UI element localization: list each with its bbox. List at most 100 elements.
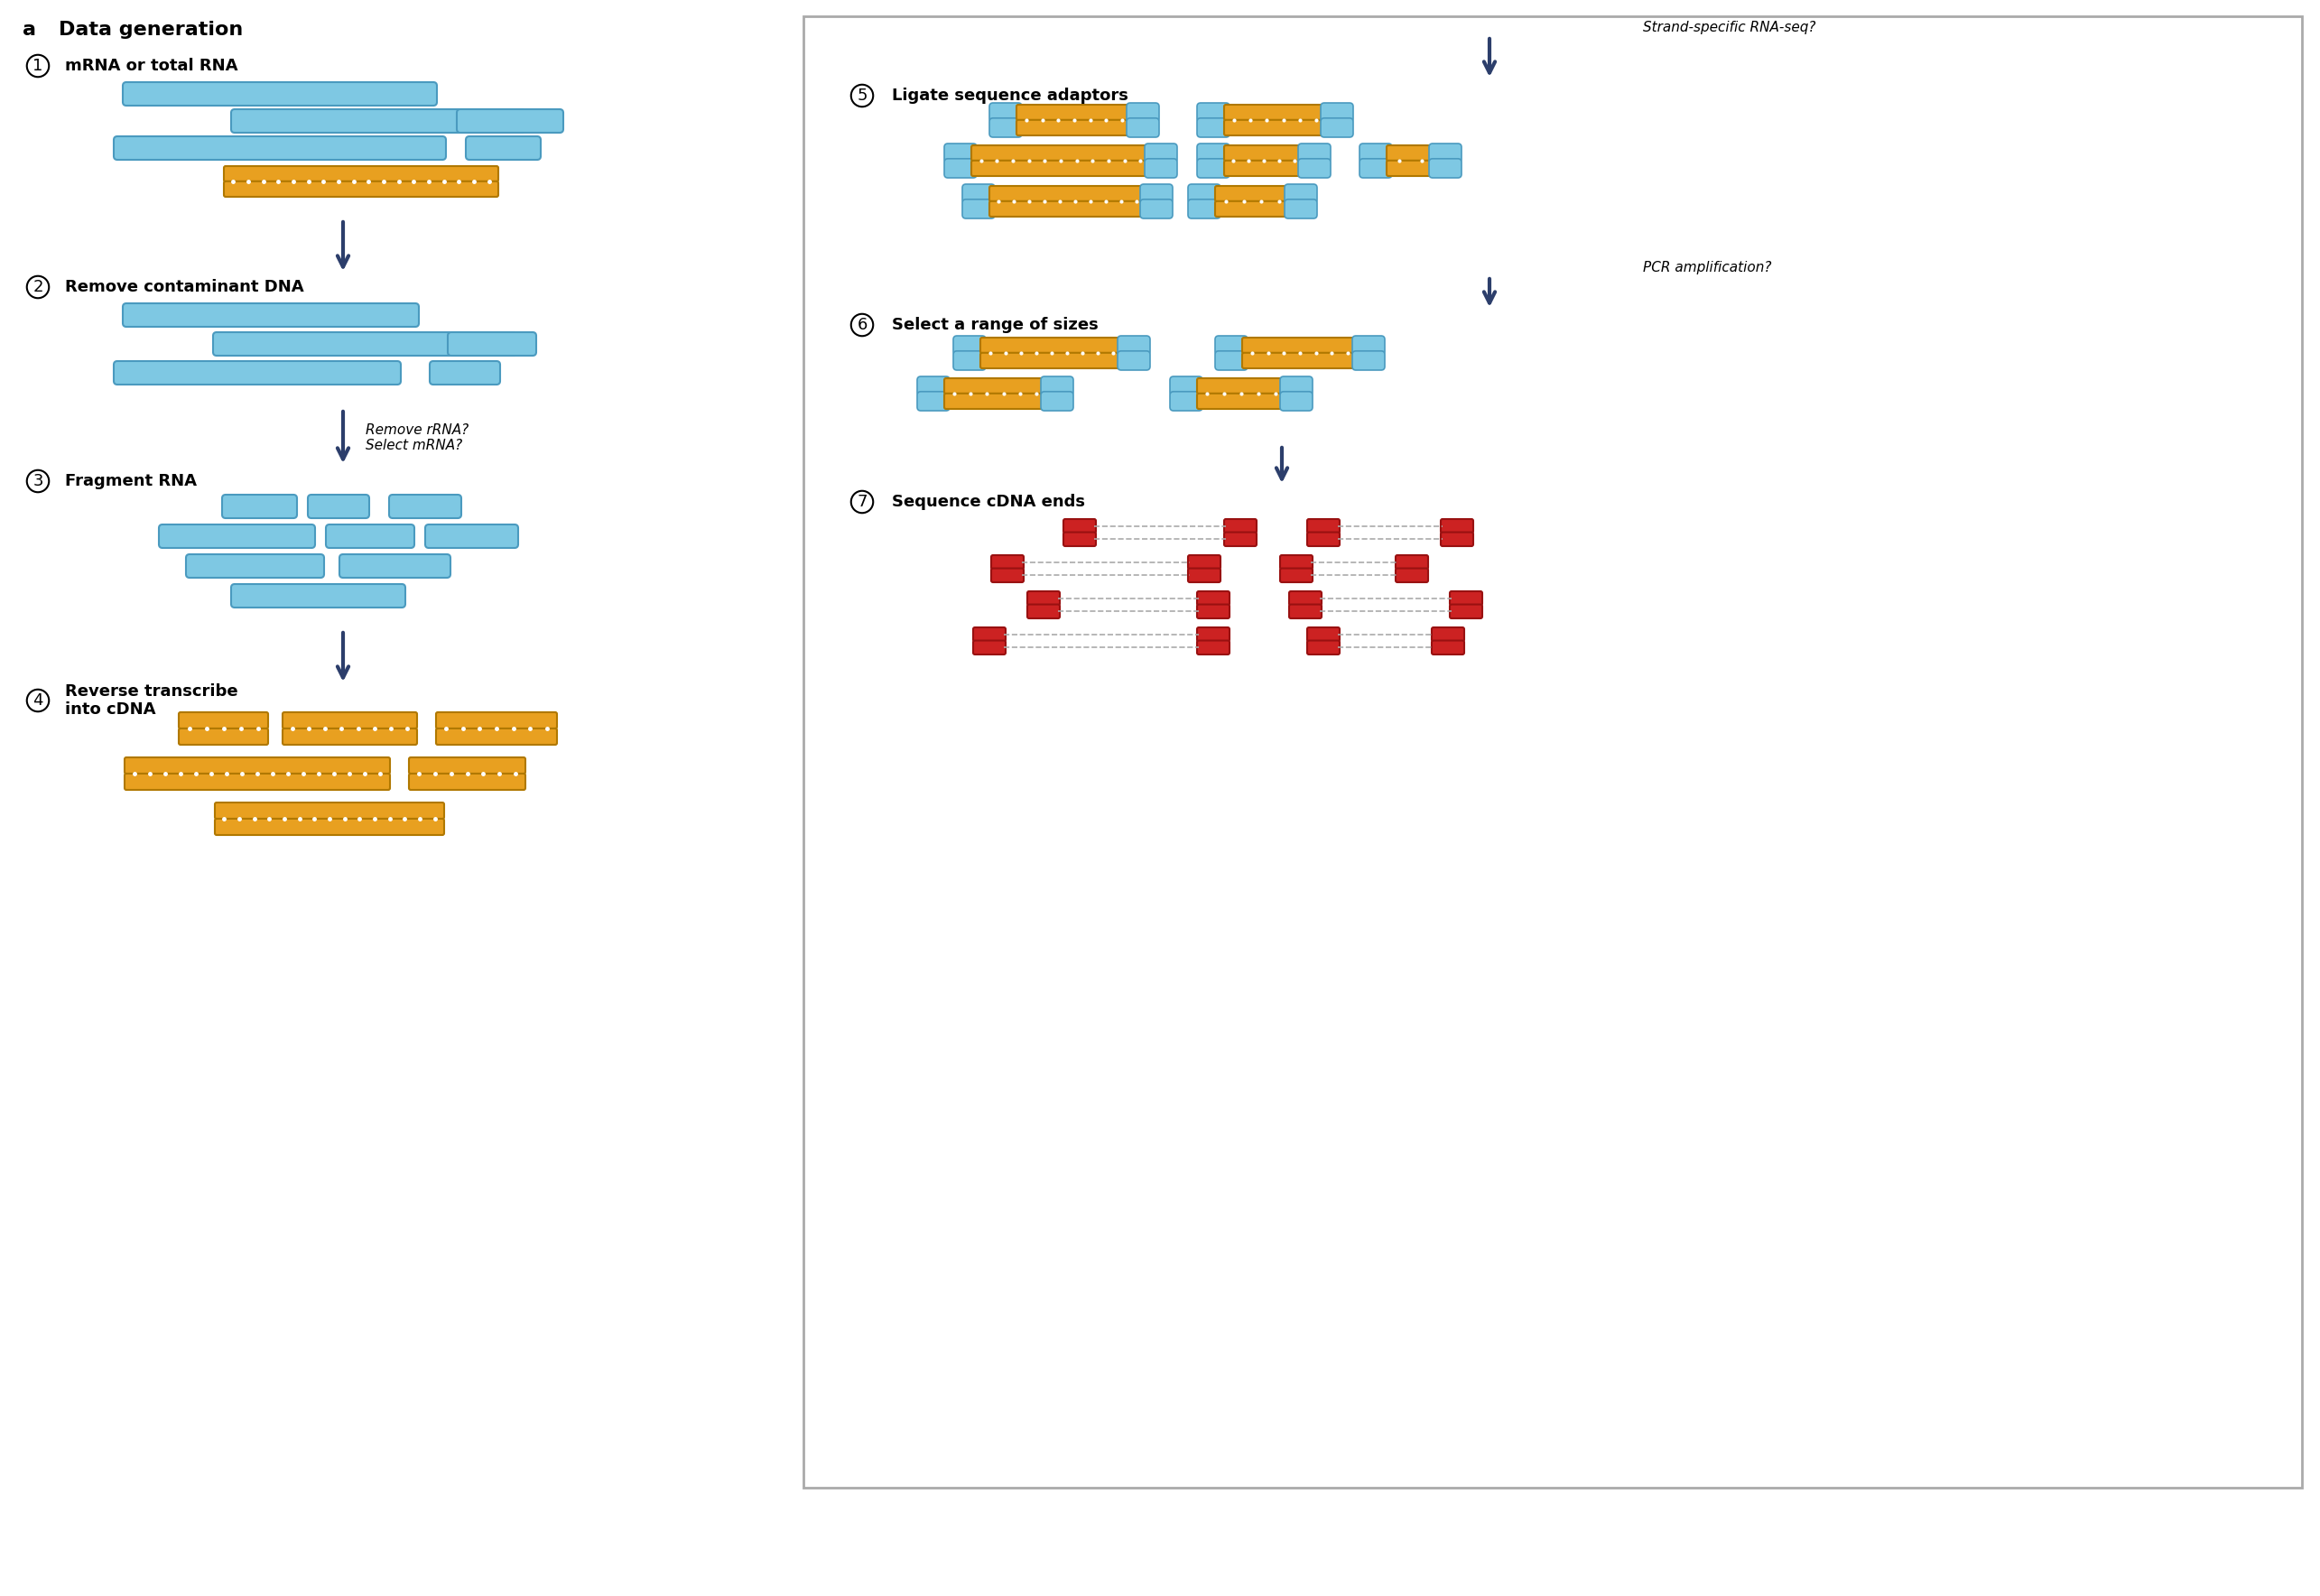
- Text: Reverse transcribe
into cDNA: Reverse transcribe into cDNA: [65, 683, 239, 718]
- FancyBboxPatch shape: [944, 393, 1046, 409]
- FancyBboxPatch shape: [158, 525, 316, 547]
- FancyBboxPatch shape: [1360, 158, 1392, 177]
- FancyBboxPatch shape: [114, 361, 401, 385]
- FancyBboxPatch shape: [1290, 591, 1322, 605]
- FancyBboxPatch shape: [1197, 627, 1230, 642]
- FancyBboxPatch shape: [223, 166, 499, 182]
- Text: Strand-specific RNA-seq?: Strand-specific RNA-seq?: [1643, 21, 1817, 34]
- FancyBboxPatch shape: [123, 81, 436, 105]
- FancyBboxPatch shape: [972, 627, 1005, 642]
- FancyBboxPatch shape: [1225, 105, 1327, 120]
- FancyBboxPatch shape: [988, 118, 1021, 137]
- FancyBboxPatch shape: [1188, 184, 1220, 203]
- FancyBboxPatch shape: [954, 351, 986, 370]
- FancyBboxPatch shape: [1197, 605, 1230, 618]
- FancyBboxPatch shape: [1299, 144, 1332, 163]
- FancyBboxPatch shape: [1016, 105, 1132, 120]
- FancyBboxPatch shape: [1281, 391, 1313, 410]
- FancyBboxPatch shape: [1281, 568, 1313, 583]
- FancyBboxPatch shape: [916, 377, 949, 396]
- Text: Data generation: Data generation: [58, 21, 244, 38]
- FancyBboxPatch shape: [972, 145, 1151, 161]
- FancyBboxPatch shape: [1028, 605, 1060, 618]
- Bar: [803, 16, 2301, 1487]
- FancyBboxPatch shape: [125, 774, 390, 790]
- FancyBboxPatch shape: [1241, 338, 1357, 353]
- FancyBboxPatch shape: [1397, 555, 1429, 570]
- FancyBboxPatch shape: [1431, 627, 1464, 642]
- FancyBboxPatch shape: [179, 712, 269, 728]
- FancyBboxPatch shape: [216, 803, 443, 819]
- FancyBboxPatch shape: [1429, 158, 1462, 177]
- FancyBboxPatch shape: [1431, 640, 1464, 654]
- FancyBboxPatch shape: [186, 554, 325, 578]
- FancyBboxPatch shape: [1144, 144, 1176, 163]
- FancyBboxPatch shape: [457, 109, 564, 132]
- FancyBboxPatch shape: [1197, 118, 1230, 137]
- FancyBboxPatch shape: [1128, 102, 1160, 121]
- FancyBboxPatch shape: [123, 303, 420, 327]
- FancyBboxPatch shape: [988, 102, 1021, 121]
- FancyBboxPatch shape: [1197, 393, 1285, 409]
- FancyBboxPatch shape: [954, 335, 986, 354]
- FancyBboxPatch shape: [1450, 591, 1482, 605]
- FancyBboxPatch shape: [991, 568, 1023, 583]
- FancyBboxPatch shape: [283, 728, 418, 745]
- Text: Remove rRNA?
Select mRNA?: Remove rRNA? Select mRNA?: [367, 423, 469, 452]
- FancyBboxPatch shape: [1299, 158, 1332, 177]
- FancyBboxPatch shape: [1197, 378, 1285, 394]
- FancyBboxPatch shape: [1216, 187, 1290, 201]
- FancyBboxPatch shape: [309, 495, 369, 519]
- FancyBboxPatch shape: [1028, 591, 1060, 605]
- FancyBboxPatch shape: [1139, 200, 1172, 219]
- FancyBboxPatch shape: [944, 158, 977, 177]
- FancyBboxPatch shape: [1169, 377, 1202, 396]
- Text: Remove contaminant DNA: Remove contaminant DNA: [65, 279, 304, 295]
- FancyBboxPatch shape: [114, 136, 445, 160]
- FancyBboxPatch shape: [1320, 118, 1353, 137]
- FancyBboxPatch shape: [1128, 118, 1160, 137]
- FancyBboxPatch shape: [1290, 605, 1322, 618]
- Text: 3: 3: [32, 472, 44, 490]
- FancyBboxPatch shape: [216, 819, 443, 835]
- Text: 7: 7: [856, 493, 868, 511]
- FancyBboxPatch shape: [325, 525, 415, 547]
- FancyBboxPatch shape: [466, 136, 541, 160]
- FancyBboxPatch shape: [1225, 519, 1257, 533]
- FancyBboxPatch shape: [1225, 531, 1257, 546]
- FancyBboxPatch shape: [916, 391, 949, 410]
- Text: Select a range of sizes: Select a range of sizes: [891, 318, 1097, 334]
- FancyBboxPatch shape: [408, 758, 524, 774]
- FancyBboxPatch shape: [1144, 158, 1176, 177]
- FancyBboxPatch shape: [1042, 391, 1074, 410]
- Text: 2: 2: [32, 279, 44, 295]
- FancyBboxPatch shape: [429, 361, 501, 385]
- FancyBboxPatch shape: [1441, 519, 1473, 533]
- Text: 4: 4: [32, 693, 44, 709]
- FancyBboxPatch shape: [232, 584, 406, 608]
- FancyBboxPatch shape: [1429, 144, 1462, 163]
- Text: 1: 1: [32, 57, 44, 73]
- FancyBboxPatch shape: [1197, 640, 1230, 654]
- FancyBboxPatch shape: [988, 187, 1146, 201]
- FancyBboxPatch shape: [1118, 335, 1151, 354]
- FancyBboxPatch shape: [1353, 351, 1385, 370]
- FancyBboxPatch shape: [981, 338, 1123, 353]
- FancyBboxPatch shape: [1139, 184, 1172, 203]
- FancyBboxPatch shape: [448, 332, 536, 356]
- FancyBboxPatch shape: [436, 728, 557, 745]
- Text: a: a: [23, 21, 37, 38]
- FancyBboxPatch shape: [1241, 353, 1357, 369]
- FancyBboxPatch shape: [1197, 144, 1230, 163]
- FancyBboxPatch shape: [1216, 351, 1248, 370]
- FancyBboxPatch shape: [1225, 120, 1327, 136]
- FancyBboxPatch shape: [1216, 201, 1290, 217]
- FancyBboxPatch shape: [1118, 351, 1151, 370]
- Text: PCR amplification?: PCR amplification?: [1643, 260, 1772, 275]
- Text: 6: 6: [856, 318, 868, 334]
- FancyBboxPatch shape: [972, 161, 1151, 176]
- FancyBboxPatch shape: [1225, 161, 1304, 176]
- FancyBboxPatch shape: [1042, 377, 1074, 396]
- Text: mRNA or total RNA: mRNA or total RNA: [65, 57, 239, 73]
- FancyBboxPatch shape: [1197, 102, 1230, 121]
